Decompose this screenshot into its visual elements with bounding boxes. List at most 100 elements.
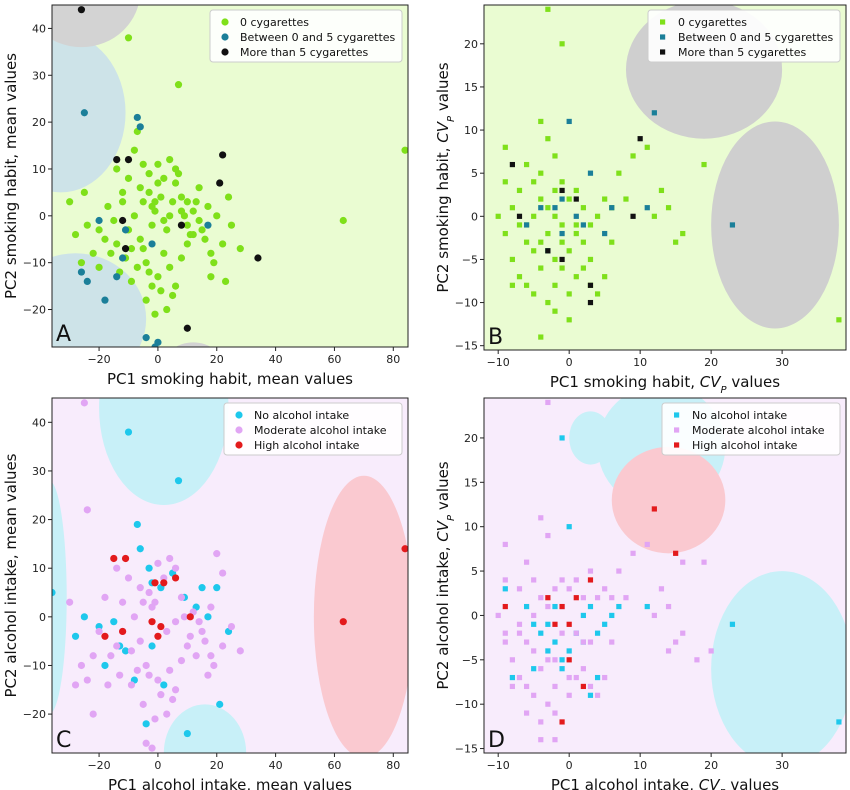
y-tick-label: 10: [464, 521, 478, 534]
data-point: [580, 265, 586, 271]
data-point: [559, 256, 565, 263]
data-point: [148, 221, 156, 229]
data-point: [83, 277, 91, 286]
data-point: [523, 282, 530, 288]
data-point: [580, 683, 586, 690]
data-point: [580, 205, 586, 211]
data-point: [171, 686, 180, 694]
data-point: [219, 240, 227, 248]
data-point: [616, 170, 622, 176]
data-point: [224, 193, 233, 201]
data-point: [95, 216, 103, 225]
data-point: [523, 239, 530, 245]
data-point: [107, 249, 115, 257]
data-point: [157, 193, 165, 201]
y-axis-label: PC2 smoking habit, CVP values: [434, 62, 457, 292]
data-point: [177, 657, 186, 665]
legend-label: 0 cygarettes: [240, 16, 309, 29]
data-point: [189, 230, 197, 239]
data-point: [83, 506, 91, 514]
plot-area: [484, 398, 846, 753]
data-point: [124, 174, 133, 182]
data-point: [113, 642, 121, 650]
data-point: [154, 559, 162, 567]
data-point: [559, 239, 565, 245]
data-point: [538, 595, 544, 601]
data-point: [119, 254, 127, 262]
y-tick-label: 40: [32, 22, 46, 35]
data-point: [538, 719, 544, 725]
y-tick-label: −20: [23, 708, 46, 721]
data-point: [171, 618, 180, 626]
data-point: [644, 205, 650, 211]
data-point: [658, 187, 665, 194]
data-point: [516, 187, 523, 194]
data-point: [95, 627, 103, 636]
data-point: [566, 621, 572, 627]
data-point: [171, 564, 180, 572]
data-point: [160, 174, 168, 182]
data-point: [637, 136, 643, 142]
data-point: [207, 249, 215, 257]
data-point: [401, 545, 408, 553]
data-point: [195, 216, 203, 225]
data-point: [609, 612, 615, 619]
decision-region: [711, 571, 846, 753]
decision-region: [569, 411, 612, 465]
data-point: [236, 647, 244, 655]
data-point: [121, 245, 130, 253]
data-point: [195, 618, 203, 626]
data-point: [207, 273, 215, 281]
legend-box: [223, 402, 403, 456]
series-2: [509, 136, 643, 306]
y-tick-label: 20: [464, 432, 478, 445]
y-tick-label: −10: [23, 257, 46, 270]
data-point: [166, 156, 174, 164]
data-point: [502, 179, 508, 185]
data-point: [665, 205, 672, 211]
panel-letter: A: [56, 322, 71, 347]
data-point: [339, 216, 347, 225]
data-point: [204, 221, 212, 229]
data-point: [651, 110, 657, 116]
data-point: [587, 282, 594, 288]
data-point: [166, 263, 174, 271]
data-point: [169, 198, 177, 206]
data-point: [602, 196, 608, 202]
x-tick-label: 20: [210, 353, 224, 366]
data-point: [80, 188, 88, 196]
data-point: [644, 603, 650, 610]
x-tick-label: 0: [566, 759, 573, 772]
data-point: [136, 235, 144, 243]
data-point: [183, 642, 191, 650]
data-point: [587, 683, 594, 690]
data-point: [254, 254, 262, 262]
data-point: [142, 334, 150, 342]
data-point: [545, 603, 551, 610]
data-point: [502, 630, 508, 636]
data-point: [673, 639, 679, 645]
data-point: [83, 676, 91, 684]
y-tick-label: 10: [464, 124, 478, 137]
data-point: [139, 245, 147, 253]
y-tick-label: −10: [455, 297, 478, 310]
x-tick-label: 20: [704, 759, 718, 772]
data-point: [523, 222, 530, 228]
data-point: [559, 265, 565, 271]
y-tick-label: 30: [32, 465, 46, 478]
data-point: [157, 691, 165, 699]
data-point: [95, 226, 103, 234]
x-tick-label: 80: [386, 353, 400, 366]
legend-marker: [221, 48, 229, 56]
data-point: [119, 598, 127, 606]
panel-a: −20 0 20 40 60 80 −20 −10 0 10 20 30 40 PC1 smoking h…: [2, 4, 409, 388]
x-tick-label: 20: [210, 759, 224, 772]
y-tick-label: −5: [462, 654, 478, 667]
data-point: [573, 222, 579, 228]
data-point: [166, 212, 174, 220]
data-point: [559, 41, 565, 47]
data-point: [531, 577, 537, 583]
data-point: [133, 263, 141, 271]
data-point: [559, 230, 565, 237]
data-point: [538, 666, 544, 672]
